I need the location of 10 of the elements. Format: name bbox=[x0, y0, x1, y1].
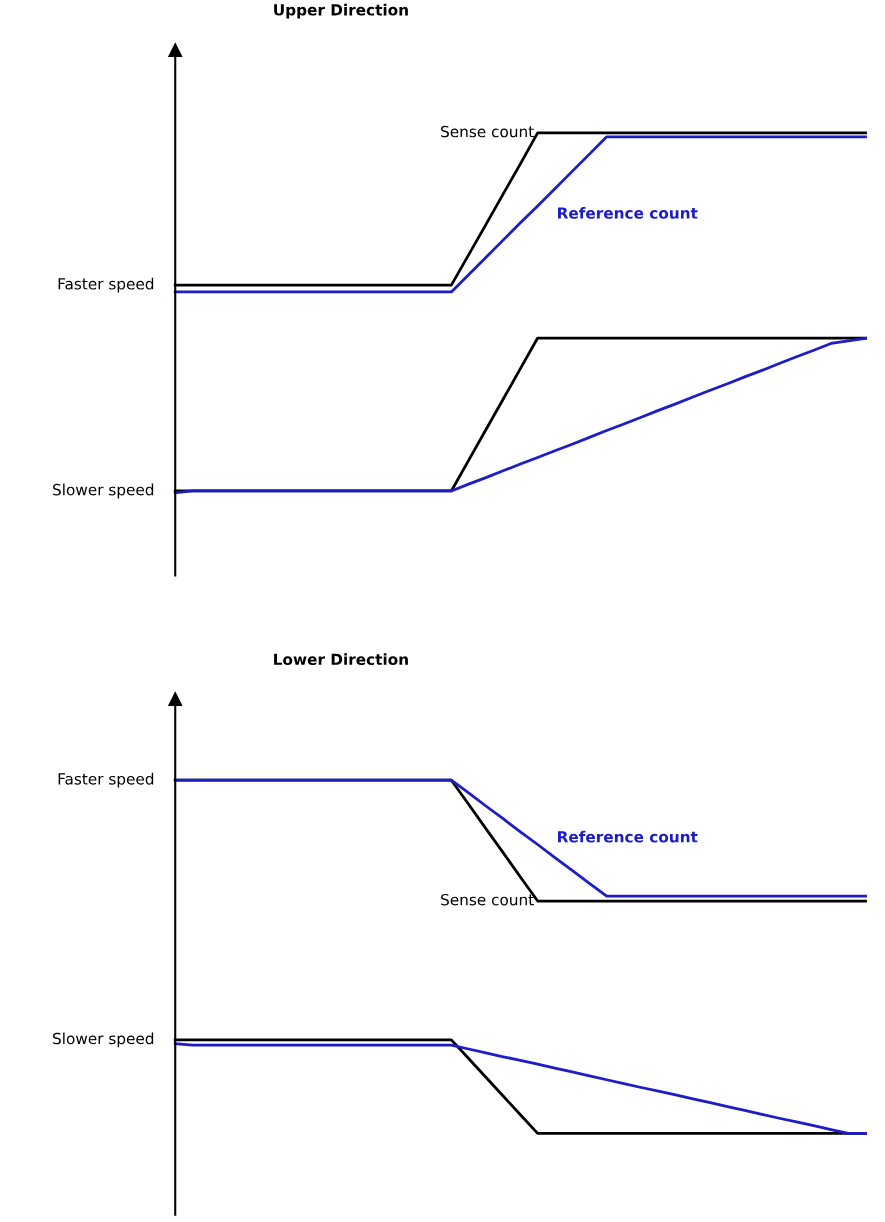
series-label: Reference count bbox=[558, 207, 698, 219]
series-label: Sense count bbox=[441, 893, 534, 906]
chart-title: Lower Direction bbox=[274, 653, 408, 666]
text: Slower speed bbox=[53, 483, 154, 499]
chart-title: Upper Direction bbox=[274, 3, 408, 19]
text: Faster speed bbox=[58, 277, 154, 293]
series-label: Sense count bbox=[441, 125, 534, 138]
text: Slower speed bbox=[53, 1032, 154, 1048]
series-label: Reference count bbox=[558, 830, 698, 843]
text: Faster speed bbox=[58, 772, 154, 788]
